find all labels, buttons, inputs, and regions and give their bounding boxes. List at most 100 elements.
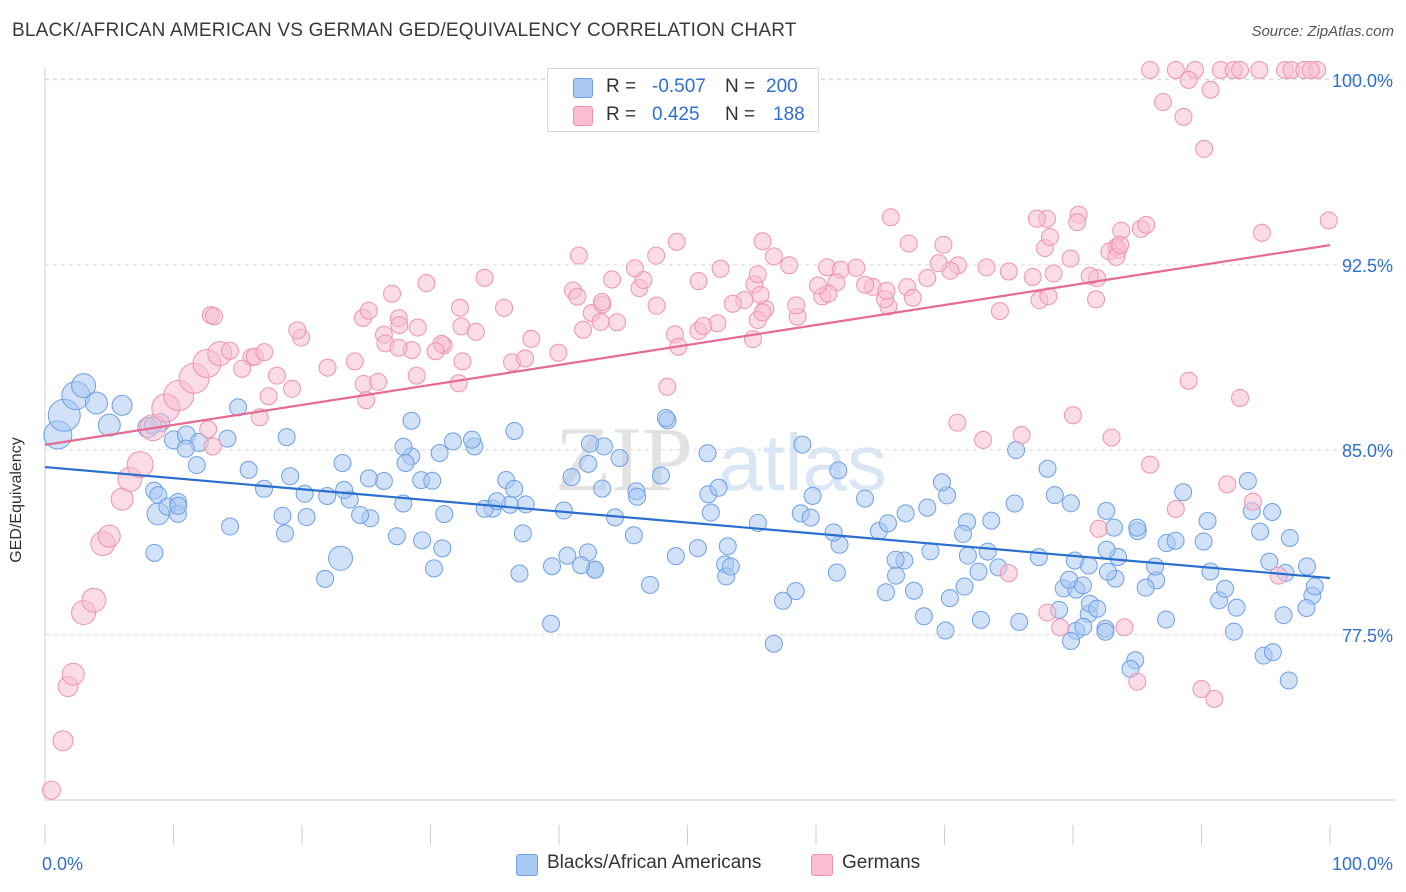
point-blacks-153 bbox=[1166, 531, 1185, 550]
point-blacks-183 bbox=[628, 487, 647, 506]
point-blacks-4 bbox=[84, 391, 108, 415]
point-blacks-96 bbox=[374, 472, 393, 491]
point-germans-89 bbox=[390, 315, 409, 334]
point-germans-52 bbox=[417, 274, 436, 293]
point-blacks-121 bbox=[982, 511, 1001, 530]
point-germans-96 bbox=[259, 387, 278, 406]
point-blacks-169 bbox=[918, 498, 937, 517]
bottom-legend-label-blacks: Blacks/African Americans bbox=[547, 852, 762, 873]
point-germans-108 bbox=[625, 259, 644, 278]
point-blacks-98 bbox=[516, 495, 535, 514]
point-germans-180 bbox=[1179, 70, 1198, 89]
point-germans-126 bbox=[204, 307, 223, 326]
y-tick-label-1: 92.5% bbox=[1342, 256, 1393, 276]
point-germans-97 bbox=[1040, 228, 1059, 247]
point-germans-150 bbox=[1089, 519, 1108, 538]
point-blacks-87 bbox=[580, 434, 599, 453]
point-germans-98 bbox=[592, 293, 611, 312]
point-blacks-162 bbox=[295, 484, 314, 503]
point-germans-1 bbox=[52, 730, 74, 752]
point-blacks-193 bbox=[1061, 632, 1080, 651]
point-blacks-133 bbox=[316, 569, 335, 588]
legend-r-label: R = bbox=[606, 76, 637, 97]
point-blacks-23 bbox=[1157, 610, 1176, 629]
point-blacks-149 bbox=[1263, 503, 1282, 522]
point-germans-133 bbox=[1087, 290, 1106, 309]
point-blacks-177 bbox=[572, 556, 591, 575]
point-blacks-190 bbox=[801, 508, 820, 527]
point-blacks-62 bbox=[277, 428, 296, 447]
point-germans-134 bbox=[780, 256, 799, 275]
point-germans-129 bbox=[751, 285, 770, 304]
point-germans-167 bbox=[1141, 61, 1160, 79]
point-germans-112 bbox=[407, 366, 426, 385]
point-blacks-57 bbox=[709, 478, 728, 497]
point-germans-17 bbox=[522, 329, 541, 348]
point-blacks-116 bbox=[958, 546, 977, 565]
point-blacks-83 bbox=[1227, 598, 1246, 617]
point-blacks-157 bbox=[1098, 562, 1117, 581]
point-blacks-89 bbox=[1297, 599, 1316, 618]
point-germans-113 bbox=[899, 234, 918, 253]
legend-swatch-blacks bbox=[573, 78, 593, 98]
point-blacks-42 bbox=[1198, 512, 1217, 531]
point-germans-125 bbox=[1027, 209, 1046, 228]
point-blacks-134 bbox=[803, 486, 822, 505]
legend-r-label: R = bbox=[606, 104, 637, 125]
point-blacks-142 bbox=[701, 503, 720, 522]
point-germans-114 bbox=[753, 303, 772, 322]
legend-row-germans: R = 0.425 N = 188 bbox=[548, 101, 818, 129]
point-blacks-120 bbox=[824, 523, 843, 542]
point-blacks-113 bbox=[1224, 622, 1243, 641]
point-germans-80 bbox=[847, 258, 866, 277]
point-blacks-189 bbox=[1128, 518, 1147, 537]
point-germans-27 bbox=[647, 296, 666, 315]
point-germans-47 bbox=[516, 349, 535, 368]
point-blacks-48 bbox=[239, 460, 258, 479]
point-blacks-97 bbox=[1201, 562, 1220, 581]
point-germans-139 bbox=[233, 359, 252, 378]
chart-source: Source: ZipAtlas.com bbox=[1251, 23, 1394, 40]
point-germans-7 bbox=[97, 524, 121, 548]
point-germans-84 bbox=[990, 302, 1009, 321]
point-blacks-174 bbox=[1005, 494, 1024, 513]
axes bbox=[44, 68, 1395, 845]
point-blacks-172 bbox=[656, 409, 675, 428]
point-blacks-167 bbox=[641, 575, 660, 594]
point-blacks-148 bbox=[1216, 579, 1235, 598]
point-germans-120 bbox=[359, 301, 378, 320]
point-germans-85 bbox=[877, 281, 896, 300]
point-blacks-105 bbox=[187, 456, 206, 475]
point-blacks-43 bbox=[886, 566, 905, 585]
point-blacks-53 bbox=[1104, 518, 1123, 537]
point-germans-88 bbox=[203, 437, 222, 456]
point-germans-172 bbox=[1231, 61, 1250, 79]
point-blacks-150 bbox=[558, 546, 577, 565]
point-germans-10 bbox=[126, 451, 154, 479]
point-germans-36 bbox=[345, 352, 364, 371]
point-germans-159 bbox=[1243, 492, 1262, 511]
point-germans-104 bbox=[466, 322, 485, 341]
point-blacks-170 bbox=[1029, 548, 1048, 567]
point-germans-135 bbox=[1039, 287, 1058, 306]
point-germans-63 bbox=[658, 377, 677, 396]
point-blacks-140 bbox=[297, 508, 316, 527]
point-germans-3 bbox=[61, 662, 85, 686]
point-germans-127 bbox=[808, 276, 827, 295]
point-blacks-197 bbox=[1007, 441, 1026, 460]
bottom-legend-swatch-blacks bbox=[516, 854, 538, 876]
point-germans-23 bbox=[977, 258, 996, 277]
point-blacks-70 bbox=[394, 437, 413, 456]
point-blacks-24 bbox=[1097, 501, 1116, 520]
point-blacks-34 bbox=[433, 539, 452, 558]
point-blacks-192 bbox=[1088, 599, 1107, 618]
series-blacks-points bbox=[43, 373, 1324, 690]
point-germans-158 bbox=[1231, 389, 1250, 408]
point-germans-155 bbox=[1192, 680, 1211, 699]
point-germans-152 bbox=[1128, 672, 1147, 691]
point-germans-149 bbox=[1051, 618, 1070, 637]
point-blacks-182 bbox=[1280, 529, 1299, 548]
point-blacks-164 bbox=[335, 481, 354, 500]
point-germans-162 bbox=[1102, 428, 1121, 447]
point-germans-164 bbox=[948, 413, 967, 432]
